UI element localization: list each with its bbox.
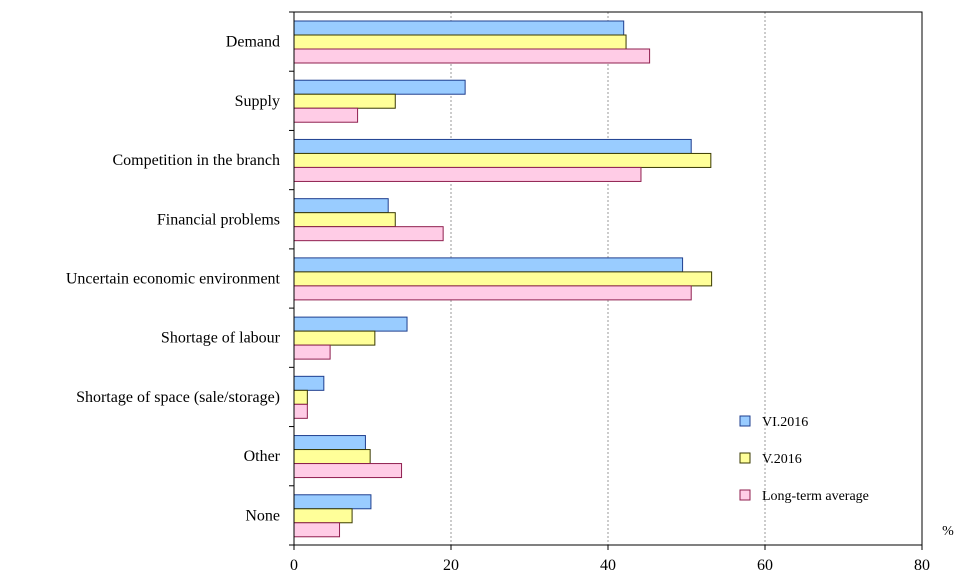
category-label: Supply: [235, 93, 280, 110]
category-label: Competition in the branch: [112, 152, 280, 169]
bar: [293, 389, 308, 405]
bar: [293, 152, 712, 168]
category-label: Financial problems: [157, 211, 280, 228]
bar: [293, 285, 692, 301]
category-label: Other: [244, 448, 281, 465]
x-tick-label: 40: [600, 557, 616, 574]
category-label: Demand: [226, 34, 280, 51]
legend-label: VI.2016: [762, 415, 808, 430]
legend: VI.2016 V.2016 Long-term average: [739, 415, 869, 504]
x-tick-label: 0: [290, 557, 298, 574]
legend-swatch: [739, 489, 751, 501]
category-labels: Demand Supply Competition in the branch Fin…: [66, 34, 281, 525]
bar: [293, 93, 396, 109]
bar: [293, 79, 466, 95]
bar: [293, 107, 359, 123]
bar: [293, 330, 376, 346]
x-tick-label: 80: [914, 557, 930, 574]
bar: [293, 508, 353, 524]
bar: [293, 226, 444, 242]
x-tick-label: 60: [757, 557, 773, 574]
bar: [293, 316, 408, 332]
bar: [293, 166, 642, 182]
bar: [293, 403, 308, 419]
bar: [293, 198, 389, 214]
legend-swatch: [739, 452, 751, 464]
bar: [293, 34, 627, 50]
bar: [293, 494, 372, 510]
gridlines: [450, 12, 766, 545]
category-label: Uncertain economic environment: [66, 271, 281, 288]
bar: [293, 212, 396, 228]
bar: [293, 20, 625, 36]
bar: [293, 48, 651, 64]
category-label: Shortage of labour: [161, 330, 281, 347]
bar: [293, 138, 692, 154]
bar: [293, 375, 325, 391]
category-label: Shortage of space (sale/storage): [76, 389, 280, 406]
category-label: None: [245, 507, 280, 524]
x-unit-label: %: [942, 524, 954, 539]
legend-label: Long-term average: [762, 489, 869, 504]
x-tick-labels: 0 20 40 60 80: [290, 557, 930, 574]
bars: [293, 20, 713, 538]
bar: [293, 271, 713, 287]
legend-label: V.2016: [762, 452, 802, 467]
axes: [289, 11, 923, 550]
bar: [293, 449, 371, 465]
x-tick-label: 20: [443, 557, 459, 574]
bar: [293, 257, 684, 273]
bar: [293, 435, 366, 451]
legend-swatch: [739, 415, 751, 427]
bar: [293, 522, 341, 538]
bar: [293, 463, 403, 479]
bar: [293, 344, 331, 360]
